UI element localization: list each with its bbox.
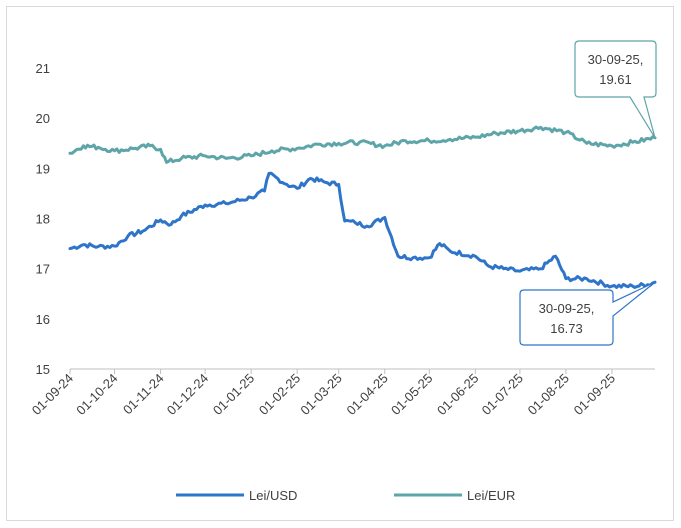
callout-value-label: 16.73 xyxy=(550,321,583,336)
data-callout xyxy=(519,281,656,346)
callout-date-label: 30-09-25, xyxy=(588,52,644,67)
callout-layer: 30-09-25, 19.61 30-09-25, 16.73 xyxy=(519,40,657,346)
chart-frame xyxy=(6,6,674,521)
x-tick-label: 01-06-25 xyxy=(434,371,481,418)
x-tick-label: 01-09-25 xyxy=(571,371,618,418)
y-tick-label: 17 xyxy=(36,262,50,277)
x-tick-label: 01-01-25 xyxy=(210,371,257,418)
x-tick-label: 01-12-24 xyxy=(164,371,211,418)
x-tick-label: 01-09-24 xyxy=(29,371,76,418)
y-axis: 15 16 17 18 19 20 21 xyxy=(36,61,50,377)
x-tick-label: 01-03-25 xyxy=(297,371,344,418)
x-tick-label: 01-08-25 xyxy=(525,371,572,418)
legend-label: Lei/USD xyxy=(249,488,297,503)
callout-value-label: 19.61 xyxy=(599,72,632,87)
y-tick-label: 21 xyxy=(36,61,50,76)
x-tick-label: 01-04-25 xyxy=(343,371,390,418)
y-tick-label: 20 xyxy=(36,111,50,126)
x-tick-label: 01-11-24 xyxy=(120,371,167,418)
y-tick-label: 16 xyxy=(36,312,50,327)
x-tick-label: 01-10-24 xyxy=(73,371,120,418)
callout-date-label: 30-09-25, xyxy=(539,301,595,316)
x-tick-label: 01-02-25 xyxy=(256,371,303,418)
series-line-lei-usd xyxy=(68,171,657,289)
legend: Lei/USD Lei/EUR xyxy=(176,488,515,503)
x-tick-label: 01-07-25 xyxy=(479,371,526,418)
y-tick-label: 19 xyxy=(36,161,50,176)
series-layer xyxy=(68,125,657,289)
y-tick-label: 18 xyxy=(36,212,50,227)
y-tick-label: 15 xyxy=(36,362,50,377)
data-callout xyxy=(574,40,657,139)
legend-label: Lei/EUR xyxy=(467,488,515,503)
x-tick-label: 01-05-25 xyxy=(388,371,435,418)
series-line-lei-eur xyxy=(68,125,657,164)
